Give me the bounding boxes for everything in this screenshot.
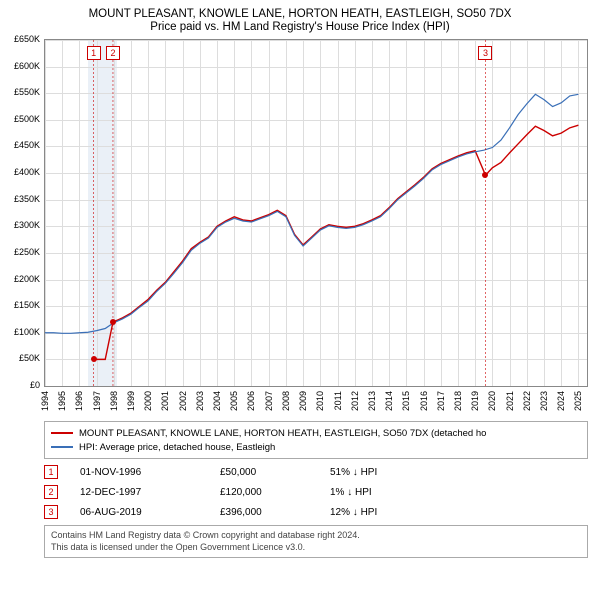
y-tick-label: £100K [14, 327, 40, 337]
annotation-price: £396,000 [220, 507, 330, 518]
x-tick-label: 2022 [522, 391, 532, 411]
y-tick-label: £300K [14, 220, 40, 230]
x-tick-label: 2006 [246, 391, 256, 411]
x-tick-label: 2013 [367, 391, 377, 411]
annotation-price: £120,000 [220, 487, 330, 498]
annotation-delta: 51% ↓ HPI [330, 467, 450, 478]
x-tick-label: 1999 [126, 391, 136, 411]
series-property [94, 125, 579, 359]
legend-label: MOUNT PLEASANT, KNOWLE LANE, HORTON HEAT… [79, 428, 486, 439]
x-tick-label: 2012 [350, 391, 360, 411]
title-block: MOUNT PLEASANT, KNOWLE LANE, HORTON HEAT… [6, 8, 594, 33]
x-tick-label: 2001 [160, 391, 170, 411]
x-tick-label: 2010 [315, 391, 325, 411]
plot-area: 12 3 [44, 39, 588, 387]
x-tick-label: 2003 [195, 391, 205, 411]
series-hpi [45, 94, 578, 333]
x-tick-label: 1995 [57, 391, 67, 411]
x-tick-label: 2002 [178, 391, 188, 411]
sale-marker [110, 319, 116, 325]
y-tick-label: £0 [30, 380, 40, 390]
legend-item: HPI: Average price, detached house, East… [51, 440, 581, 454]
y-tick-label: £650K [14, 34, 40, 44]
x-tick-label: 2014 [384, 391, 394, 411]
title-main: MOUNT PLEASANT, KNOWLE LANE, HORTON HEAT… [6, 8, 594, 20]
x-tick-label: 2023 [539, 391, 549, 411]
annotation-marker-3: 3 [478, 46, 492, 60]
y-tick-label: £600K [14, 61, 40, 71]
annotation-date: 06-AUG-2019 [80, 507, 220, 518]
title-sub: Price paid vs. HM Land Registry's House … [6, 21, 594, 33]
x-tick-label: 2009 [298, 391, 308, 411]
x-tick-label: 2021 [505, 391, 515, 411]
y-tick-label: £200K [14, 274, 40, 284]
x-tick-label: 2015 [401, 391, 411, 411]
annotation-row: 3 06-AUG-2019£396,00012% ↓ HPI [44, 505, 588, 519]
x-tick-label: 1996 [74, 391, 84, 411]
y-tick-label: £250K [14, 247, 40, 257]
x-tick-label: 2004 [212, 391, 222, 411]
line-series [45, 40, 587, 386]
y-tick-label: £500K [14, 114, 40, 124]
x-tick-label: 2025 [573, 391, 583, 411]
legend-swatch [51, 432, 73, 434]
legend-item: MOUNT PLEASANT, KNOWLE LANE, HORTON HEAT… [51, 426, 581, 440]
chart-area: £0£50K£100K£150K£200K£250K£300K£350K£400… [44, 39, 588, 419]
x-tick-label: 2024 [556, 391, 566, 411]
y-tick-label: £550K [14, 87, 40, 97]
annotation-row: 2 12-DEC-1997£120,0001% ↓ HPI [44, 485, 588, 499]
x-tick-label: 2007 [264, 391, 274, 411]
legend-label: HPI: Average price, detached house, East… [79, 442, 275, 453]
attribution-line-2: This data is licensed under the Open Gov… [51, 542, 581, 554]
legend-swatch [51, 446, 73, 448]
annotation-table: 1 01-NOV-1996£50,00051% ↓ HPI 2 12-DEC-1997… [44, 465, 588, 519]
annotation-delta: 1% ↓ HPI [330, 487, 450, 498]
x-tick-label: 2017 [436, 391, 446, 411]
annotation-row: 1 01-NOV-1996£50,00051% ↓ HPI [44, 465, 588, 479]
legend: MOUNT PLEASANT, KNOWLE LANE, HORTON HEAT… [44, 421, 588, 459]
x-tick-label: 2019 [470, 391, 480, 411]
sale-marker [91, 356, 97, 362]
x-tick-label: 2000 [143, 391, 153, 411]
y-tick-label: £400K [14, 167, 40, 177]
x-tick-label: 2008 [281, 391, 291, 411]
y-tick-label: £50K [19, 353, 40, 363]
chart-container: MOUNT PLEASANT, KNOWLE LANE, HORTON HEAT… [0, 0, 600, 562]
x-tick-label: 2018 [453, 391, 463, 411]
annotation-price: £50,000 [220, 467, 330, 478]
y-axis: £0 £50K £100K £150K £200K £250K £300K £350K £400… [6, 39, 42, 387]
annotation-marker-1: 1 [87, 46, 101, 60]
x-axis: 1994199519961997199819992000200120022003… [44, 387, 588, 419]
annotation-date: 12-DEC-1997 [80, 487, 220, 498]
x-tick-label: 2011 [333, 391, 343, 410]
annotation-marker-2: 2 [106, 46, 120, 60]
x-tick-label: 1994 [40, 391, 50, 411]
annotation-row-marker: 1 [44, 465, 58, 479]
annotation-row-marker: 3 [44, 505, 58, 519]
x-tick-label: 1998 [109, 391, 119, 411]
y-tick-label: £450K [14, 140, 40, 150]
sale-marker [482, 172, 488, 178]
annotation-date: 01-NOV-1996 [80, 467, 220, 478]
x-tick-label: 2005 [229, 391, 239, 411]
x-tick-label: 2020 [487, 391, 497, 411]
annotation-row-marker: 2 [44, 485, 58, 499]
x-tick-label: 2016 [419, 391, 429, 411]
y-tick-label: £150K [14, 300, 40, 310]
annotation-delta: 12% ↓ HPI [330, 507, 450, 518]
x-tick-label: 1997 [92, 391, 102, 411]
y-tick-label: £350K [14, 194, 40, 204]
attribution-line-1: Contains HM Land Registry data © Crown c… [51, 530, 581, 542]
attribution: Contains HM Land Registry data © Crown c… [44, 525, 588, 558]
